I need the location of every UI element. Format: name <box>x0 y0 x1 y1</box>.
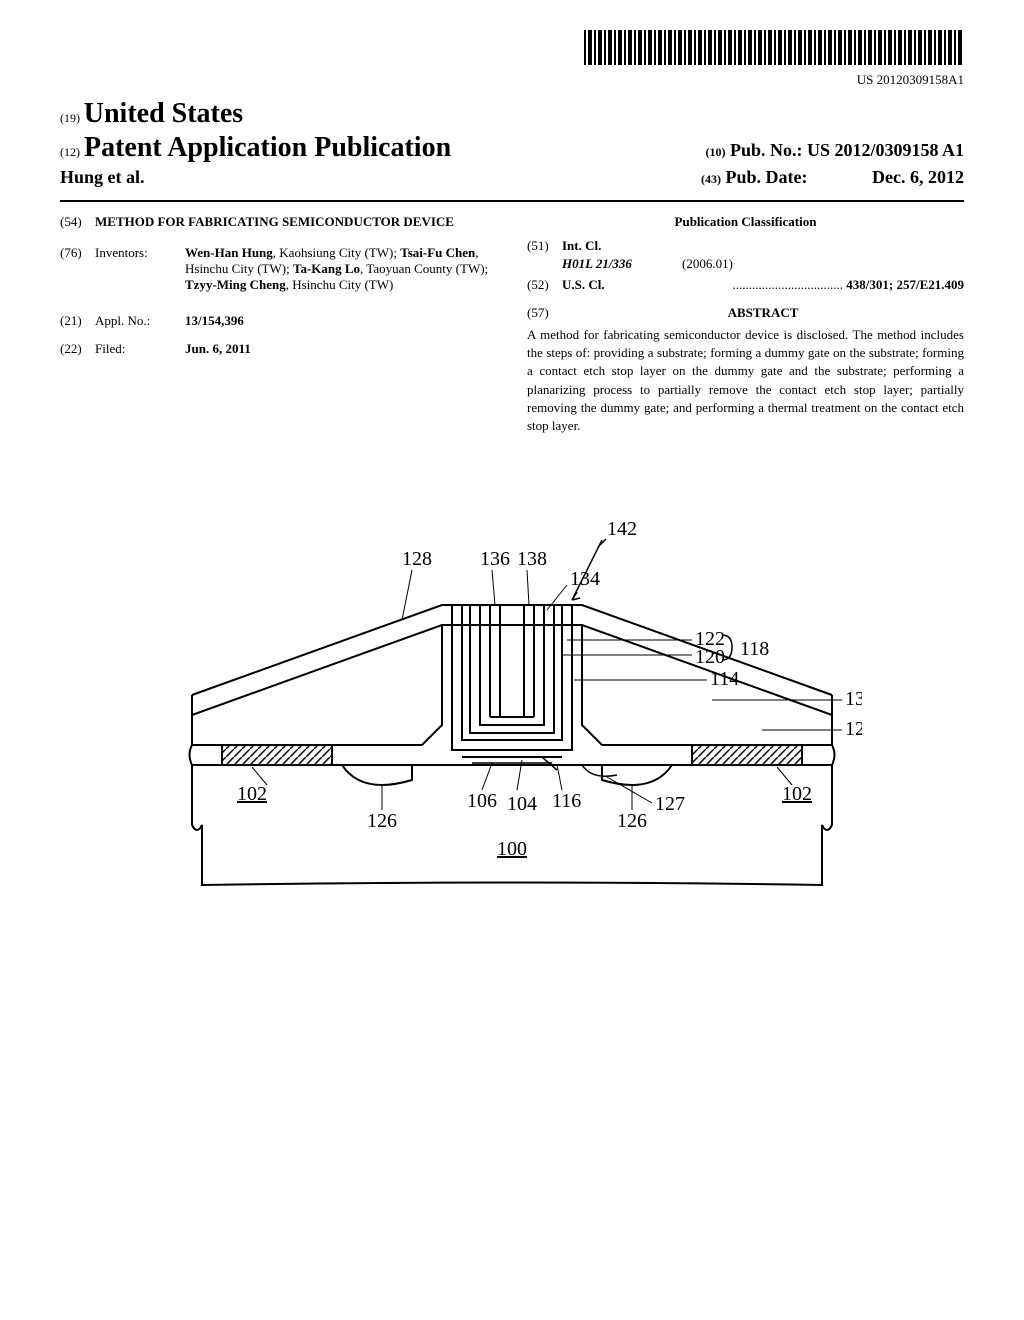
patent-title: METHOD FOR FABRICATING SEMICONDUCTOR DEV… <box>95 214 497 230</box>
intcl-label: Int. Cl. <box>562 238 601 253</box>
fig-label-126b: 126 <box>617 810 647 832</box>
semiconductor-diagram: 142 128 136 138 134 122 120 118 114 130 … <box>162 485 862 905</box>
country-name: United States <box>84 98 243 129</box>
fig-label-120: 120 <box>695 646 725 668</box>
divider <box>60 200 964 202</box>
title-prefix: (54) <box>60 214 95 230</box>
appl-label: Appl. No.: <box>95 313 185 329</box>
pub-date-label: Pub. Date: <box>726 167 808 187</box>
fig-label-130: 130 <box>845 688 862 710</box>
fig-label-104: 104 <box>507 793 537 815</box>
fig-label-136: 136 <box>480 548 510 570</box>
fig-label-128a: 128 <box>402 548 432 570</box>
uscl-label: U.S. Cl. <box>562 277 605 292</box>
country-prefix: (19) <box>60 111 80 125</box>
barcode <box>584 30 964 65</box>
fig-label-116: 116 <box>552 790 581 812</box>
authors-short: Hung et al. <box>60 167 145 188</box>
abstract-text: A method for fabricating semiconductor d… <box>527 326 964 435</box>
pub-type-prefix: (12) <box>60 145 80 159</box>
barcode-number: US 20120309158A1 <box>60 72 964 88</box>
fig-label-126a: 126 <box>367 810 397 832</box>
inventors-prefix: (76) <box>60 245 95 293</box>
intcl-year: (2006.01) <box>682 256 733 272</box>
fig-label-134: 134 <box>570 568 600 590</box>
pub-date-prefix: (43) <box>701 172 721 186</box>
figure: 142 128 136 138 134 122 120 118 114 130 … <box>60 485 964 910</box>
intcl-prefix: (51) <box>527 238 562 254</box>
pub-num-label: Pub. No.: <box>730 140 803 160</box>
fig-label-106: 106 <box>467 790 497 812</box>
intcl-code: H01L 21/336 <box>562 256 682 272</box>
right-col: Publication Classification (51) Int. Cl.… <box>527 214 964 435</box>
pub-num-prefix: (10) <box>705 145 725 159</box>
left-col: (54) METHOD FOR FABRICATING SEMICONDUCTO… <box>60 214 497 435</box>
fig-label-128b: 128 <box>845 718 862 740</box>
inventors-list: Wen-Han Hung, Kaohsiung City (TW); Tsai-… <box>185 245 497 293</box>
abstract-label: ABSTRACT <box>728 305 799 320</box>
fig-label-100: 100 <box>497 838 527 860</box>
fig-label-102a: 102 <box>237 783 267 805</box>
inventors-label: Inventors: <box>95 245 185 293</box>
pub-date: Dec. 6, 2012 <box>872 167 964 187</box>
filed-label: Filed: <box>95 341 185 357</box>
header: (19) United States (12) Patent Applicati… <box>60 98 964 188</box>
classification-head: Publication Classification <box>527 214 964 230</box>
pub-num: US 2012/0309158 A1 <box>807 140 964 160</box>
content-columns: (54) METHOD FOR FABRICATING SEMICONDUCTO… <box>60 214 964 435</box>
uscl-prefix: (52) <box>527 277 562 293</box>
fig-label-142: 142 <box>607 518 637 540</box>
pub-type: Patent Application Publication <box>84 132 451 163</box>
filed-date: Jun. 6, 2011 <box>185 341 251 356</box>
fig-label-118: 118 <box>740 638 769 660</box>
fig-label-138: 138 <box>517 548 547 570</box>
appl-prefix: (21) <box>60 313 95 329</box>
fig-label-127: 127 <box>655 793 685 815</box>
filed-prefix: (22) <box>60 341 95 357</box>
fig-label-114: 114 <box>710 668 739 690</box>
abstract-prefix: (57) <box>527 305 562 321</box>
uscl-val: 438/301; 257/E21.409 <box>846 277 964 292</box>
appl-no: 13/154,396 <box>185 313 244 328</box>
barcode-area: US 20120309158A1 <box>60 30 964 88</box>
fig-label-102b: 102 <box>782 783 812 805</box>
